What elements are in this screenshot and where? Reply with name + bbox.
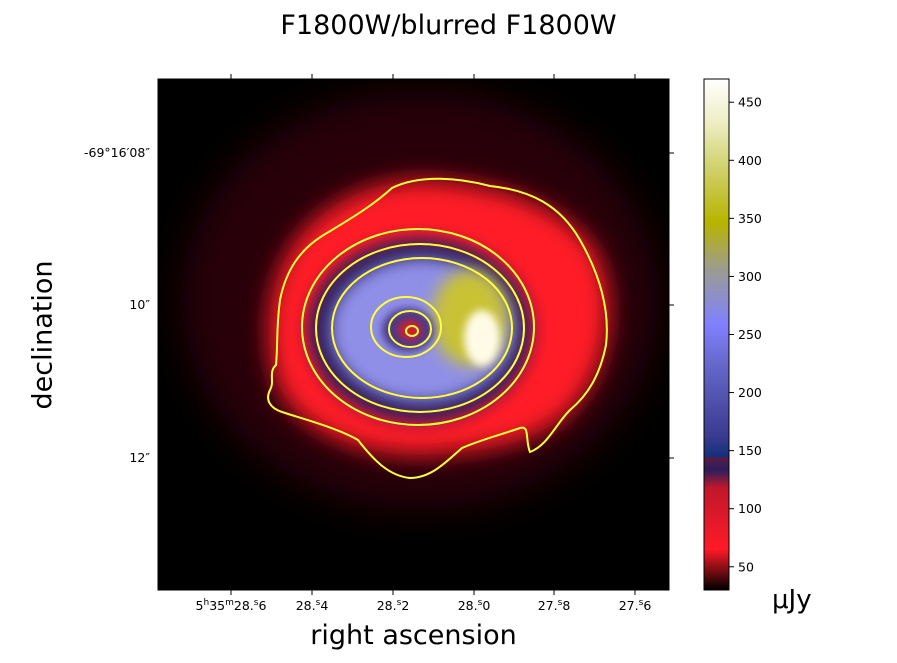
- colorbar-tick-label: 50: [738, 559, 754, 574]
- colorbar-tick-label: 400: [738, 153, 762, 168]
- chart-title: F1800W/blurred F1800W: [280, 10, 617, 41]
- x-axis-ticks: 5h35m28.s6 28.s4 28.s2 28.s0 27.s8 27.s6: [196, 74, 652, 613]
- x-tick-label: 27.s6: [619, 598, 652, 613]
- contour-level-5: [370, 296, 442, 358]
- contour-level-3: [315, 243, 525, 413]
- colorbar-tick-label: 200: [738, 385, 762, 400]
- colorbar-tick-label: 250: [738, 327, 762, 342]
- y-axis-ticks: -69°16′08″ 10″ 12″: [84, 145, 674, 465]
- contour-level-6: [388, 310, 432, 348]
- colorbar-tick-label: 450: [738, 95, 762, 110]
- y-tick-label: 12″: [129, 450, 150, 465]
- contour-outer: [267, 177, 608, 480]
- contour-lines: [267, 177, 608, 480]
- y-tick-label: -69°16′08″: [84, 145, 150, 160]
- colorbar-tick-label: 350: [738, 211, 762, 226]
- colorbar: [704, 79, 729, 590]
- x-tick-label: 28.s0: [458, 598, 491, 613]
- contour-level-2: [301, 228, 535, 426]
- x-tick-label: 5h35m28.s6: [196, 598, 267, 613]
- x-tick-label: 28.s4: [296, 598, 329, 613]
- contour-level-4: [331, 257, 513, 399]
- x-tick-label: 28.s2: [377, 598, 410, 613]
- colorbar-unit-label: μJy: [772, 585, 812, 615]
- x-tick-label: 27.s8: [538, 598, 571, 613]
- heatmap-image: [158, 79, 669, 590]
- colorbar-tick-label: 300: [738, 269, 762, 284]
- colorbar-ticks: 50 100 150 200 250 300 350 400 450: [729, 95, 762, 574]
- colorbar-tick-label: 150: [738, 443, 762, 458]
- y-tick-label: 10″: [129, 297, 150, 312]
- x-axis-label: right ascension: [310, 620, 517, 651]
- colorbar-tick-label: 100: [738, 501, 762, 516]
- plot-frame: [157, 78, 670, 591]
- contour-level-7: [405, 325, 419, 337]
